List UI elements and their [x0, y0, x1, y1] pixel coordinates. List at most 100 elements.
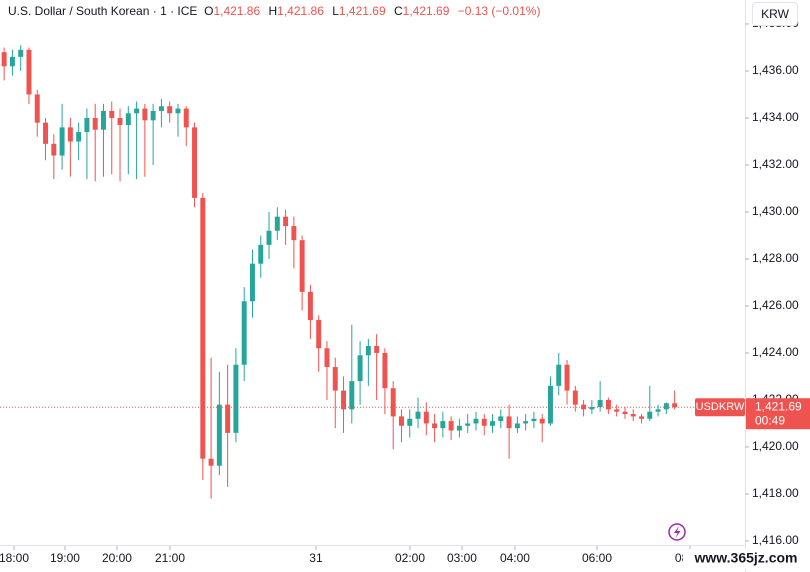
candle-body: [448, 421, 454, 431]
x-tick-label: 02:00: [395, 551, 425, 565]
candle-body: [307, 291, 313, 321]
y-tick-label: 1,416.00: [752, 533, 799, 547]
candle-body: [506, 416, 512, 429]
ohlc-value: 1,421.69: [338, 4, 386, 18]
candle-body: [158, 106, 164, 111]
last-price-label: 1,421.69: [755, 399, 802, 413]
x-tick-label: 03:00: [447, 551, 477, 565]
ohlc-letter: O: [204, 4, 214, 18]
candle-body: [92, 117, 98, 130]
candle-body: [639, 416, 645, 419]
ohlc-letter: H: [268, 4, 278, 18]
x-tick-label: 18:00: [0, 551, 29, 565]
candle-body: [357, 355, 363, 382]
candle-body: [249, 263, 255, 302]
candle-body: [423, 411, 429, 424]
candle-body: [432, 423, 438, 429]
candle-body: [43, 122, 49, 144]
candle-body: [117, 117, 123, 126]
candle-body: [283, 216, 289, 227]
candle-body: [109, 110, 115, 118]
ohlc-value: 1,421.69: [402, 4, 450, 18]
candle-body: [622, 411, 628, 415]
candle-body: [415, 411, 421, 419]
legend-header: U.S. Dollar / South Korean · 1 · ICE O 1,…: [8, 4, 546, 18]
y-tick-label: 1,430.00: [752, 204, 799, 218]
candle-body: [589, 407, 595, 410]
currency-button[interactable]: KRW: [752, 2, 798, 26]
x-tick-label: 19:00: [50, 551, 80, 565]
countdown: 00:49: [755, 413, 785, 427]
candle-body: [547, 385, 553, 424]
candle-body: [655, 409, 661, 412]
candle-body: [84, 117, 90, 133]
candle-body: [465, 423, 471, 426]
candle-body: [531, 418, 537, 422]
candle-body: [291, 226, 297, 241]
candle-body: [134, 108, 140, 114]
candle-body: [26, 49, 32, 95]
candle-body: [556, 364, 562, 386]
candle-body: [614, 409, 620, 412]
ohlc-letter: C: [393, 4, 403, 18]
y-tick-label: 1,434.00: [752, 110, 799, 124]
candle-body: [34, 94, 40, 123]
candle-body: [390, 388, 396, 417]
watermark-bg: [683, 549, 810, 569]
change: −0.13 (−0.01%): [457, 4, 541, 18]
candle-body: [67, 127, 73, 142]
candle-body: [630, 414, 636, 417]
candle-body: [456, 425, 462, 431]
candle-body: [9, 56, 15, 67]
candle-body: [208, 458, 214, 466]
candle-body: [523, 421, 529, 424]
candle-body: [233, 364, 239, 433]
candle-body: [150, 110, 156, 121]
last-price-box: [746, 398, 810, 430]
candle-body: [672, 403, 678, 408]
x-tick-label: 20:00: [102, 551, 132, 565]
ohlc-value: 1,421.86: [277, 4, 324, 18]
candle-body: [490, 421, 496, 426]
candle-body: [374, 345, 380, 353]
candle-body: [59, 127, 65, 156]
watermark: www.365jz.com: [694, 550, 798, 566]
candle-body: [76, 132, 82, 142]
candle-body: [299, 240, 305, 292]
y-tick-label: 1,436.00: [752, 63, 799, 77]
candle-body: [183, 108, 189, 128]
icon-bolt: [674, 526, 681, 538]
candle-body: [341, 390, 347, 410]
y-tick-label: 1,418.00: [752, 486, 799, 500]
candle-body: [51, 143, 57, 156]
candle-body: [324, 348, 330, 368]
symbol-title: U.S. Dollar / South Korean · 1 · ICE: [8, 4, 198, 18]
y-tick-label: 1,424.00: [752, 345, 799, 359]
candle-body: [225, 404, 231, 433]
candle-body: [100, 110, 106, 130]
candle-body: [382, 352, 388, 389]
x-tick-label: 04:00: [500, 551, 530, 565]
candle-body: [498, 416, 504, 422]
candle-body: [332, 367, 338, 391]
candle-body: [539, 418, 545, 424]
candle-body: [175, 108, 181, 114]
candle-body: [18, 49, 24, 57]
candle-body: [142, 108, 148, 121]
x-tick-label: 21:00: [155, 551, 185, 565]
candle-body: [407, 418, 413, 426]
x-tick-label: 31: [309, 551, 323, 565]
candle-body: [597, 399, 603, 408]
candle-body: [564, 364, 570, 391]
candle-body: [349, 381, 355, 410]
y-tick-label: 1,428.00: [752, 251, 799, 265]
candle-body: [200, 197, 206, 459]
candle-body: [316, 320, 322, 349]
candle-body: [1, 52, 7, 67]
candle-body: [365, 345, 371, 356]
candle-body: [514, 423, 520, 429]
candle-body: [572, 390, 578, 405]
y-tick-label: 1,420.00: [752, 439, 799, 453]
